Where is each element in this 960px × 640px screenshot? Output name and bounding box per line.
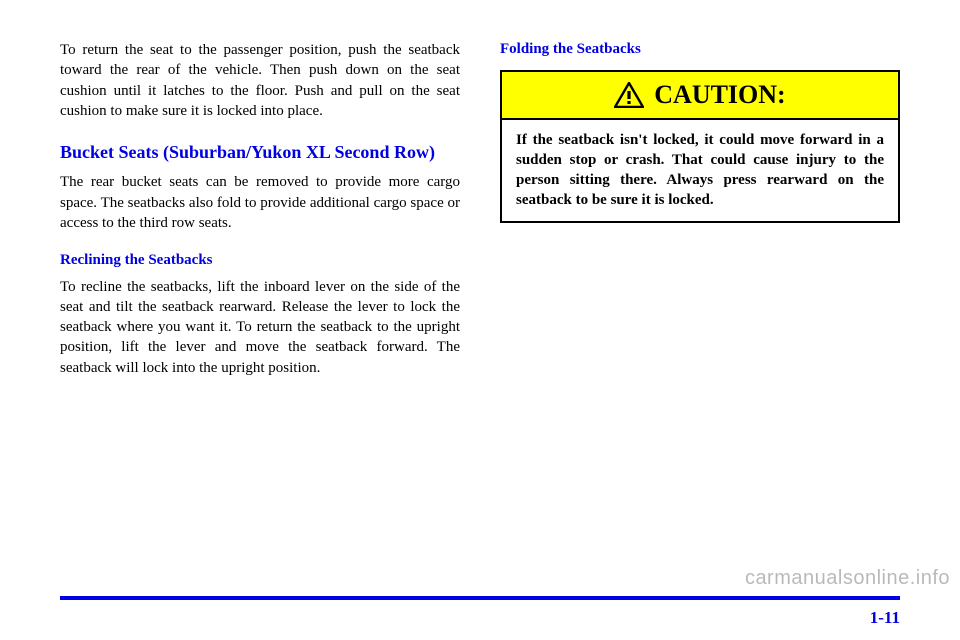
caution-body-text: If the seatback isn't locked, it could m… bbox=[502, 118, 898, 221]
subheading-reclining: Reclining the Seatbacks bbox=[60, 251, 460, 271]
caution-header: CAUTION: bbox=[502, 72, 898, 118]
two-column-layout: To return the seat to the passenger posi… bbox=[60, 40, 900, 388]
left-column: To return the seat to the passenger posi… bbox=[60, 40, 460, 388]
heading-bucket-seats: Bucket Seats (Suburban/Yukon XL Second R… bbox=[60, 141, 460, 164]
right-column: Folding the Seatbacks CAUTION: If the se… bbox=[500, 40, 900, 388]
caution-title: CAUTION: bbox=[654, 80, 785, 110]
paragraph-return-seat: To return the seat to the passenger posi… bbox=[60, 40, 460, 121]
paragraph-bucket-desc: The rear bucket seats can be removed to … bbox=[60, 172, 460, 233]
manual-page: To return the seat to the passenger posi… bbox=[0, 0, 960, 640]
paragraph-reclining: To recline the seatbacks, lift the inboa… bbox=[60, 277, 460, 378]
watermark: carmanualsonline.info bbox=[745, 567, 950, 590]
warning-triangle-icon bbox=[614, 82, 644, 108]
page-number: 1-11 bbox=[870, 608, 900, 628]
subheading-folding: Folding the Seatbacks bbox=[500, 40, 900, 60]
footer-rule bbox=[60, 596, 900, 600]
caution-box: CAUTION: If the seatback isn't locked, i… bbox=[500, 70, 900, 223]
